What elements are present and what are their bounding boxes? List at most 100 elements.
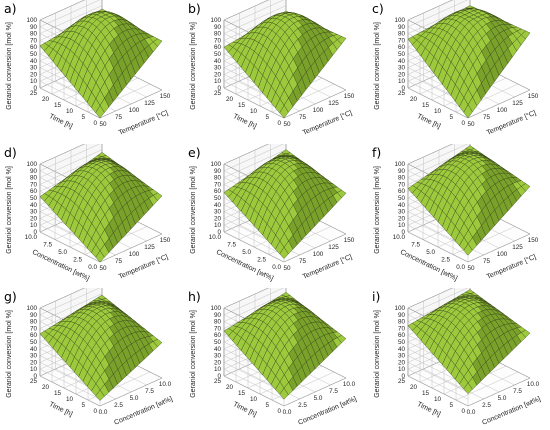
z-tick-label: 0 (217, 229, 221, 236)
y-tick-label: 20 (226, 384, 234, 391)
z-tick-label: 50 (30, 51, 38, 58)
z-tick-label: 80 (398, 175, 406, 182)
surface-cell (95, 250, 105, 263)
z-tick-label: 60 (214, 44, 222, 51)
x-tick-label: 7.5 (145, 388, 154, 395)
z-tick-label: 60 (30, 332, 38, 339)
z-tick-label: 80 (214, 175, 222, 182)
y-tick-label: 0 (461, 120, 465, 127)
z-tick-label: 0 (217, 85, 221, 92)
z-tick-label: 50 (30, 195, 38, 202)
x-tick-label: 0.0 (99, 409, 108, 416)
panel-label: a) (4, 1, 17, 16)
y-tick-label: 10.0 (393, 234, 406, 241)
z-tick-label: 40 (214, 58, 222, 65)
y-tick-label: 10 (434, 108, 442, 115)
ticks: 010203040506070809010050751001251500.02.… (209, 161, 355, 272)
y-tick-label: 0.0 (456, 264, 465, 271)
surface-plot-2: 0102030405060708090100507510012515005101… (188, 0, 355, 137)
z-tick-label: 100 (26, 161, 37, 168)
z-tick-label: 80 (398, 319, 406, 326)
y-tick-label: 2.5 (441, 257, 450, 264)
z-tick-label: 0 (33, 373, 37, 380)
y-tick-label: 15 (238, 102, 246, 109)
z-tick-label: 70 (30, 325, 38, 332)
x-tick-label: 0.0 (467, 409, 476, 416)
x-tick-label: 100 (313, 251, 324, 258)
z-tick-label: 40 (398, 202, 406, 209)
y-tick-label: 10 (250, 396, 258, 403)
z-tick-label: 60 (30, 44, 38, 51)
y-tick-label: 5.0 (58, 249, 67, 256)
x-tick-label: 125 (144, 244, 155, 251)
z-tick-label: 90 (30, 24, 38, 31)
z-tick-label: 30 (398, 209, 406, 216)
z-axis-title: Geraniol conversion [mol %] (6, 310, 13, 398)
y-tick-label: 2.5 (73, 257, 82, 264)
x-axis-title: Temperature [°C] (485, 253, 537, 281)
y-tick-label: 10 (66, 108, 74, 115)
x-axis-title: Temperature [°C] (117, 109, 169, 137)
y-tick-label: 25 (214, 90, 222, 97)
y-tick-label: 15 (238, 390, 246, 397)
ticks: 0102030405060708090100507510012515005101… (394, 17, 538, 128)
x-tick-label: 0.0 (283, 409, 292, 416)
ticks: 01020304050607080901000.02.55.07.510.005… (26, 305, 171, 416)
z-tick-label: 90 (30, 312, 38, 319)
z-tick-label: 40 (30, 202, 38, 209)
z-tick-label: 30 (214, 353, 222, 360)
surface-cell (95, 389, 105, 401)
z-tick-label: 10 (214, 222, 222, 229)
surface-mesh (407, 5, 531, 119)
z-tick-label: 40 (30, 346, 38, 353)
surface-mesh (407, 145, 531, 256)
y-tick-label: 10 (434, 396, 442, 403)
y-axis-title: Time [h] (416, 401, 442, 418)
surface-mesh (39, 152, 163, 263)
z-tick-label: 90 (214, 312, 222, 319)
x-tick-label: 150 (160, 237, 171, 244)
x-tick-label: 150 (528, 237, 539, 244)
y-tick-label: 20 (410, 384, 418, 391)
x-tick-label: 50 (467, 265, 475, 272)
z-tick-label: 40 (214, 346, 222, 353)
z-tick-label: 100 (26, 305, 37, 312)
z-tick-label: 30 (398, 353, 406, 360)
x-tick-label: 75 (115, 258, 123, 265)
y-tick-label: 5.0 (242, 249, 251, 256)
panel-label: b) (188, 1, 201, 16)
surface-cell (463, 243, 473, 256)
x-tick-label: 50 (467, 121, 475, 128)
z-tick-label: 90 (214, 168, 222, 175)
x-tick-label: 125 (144, 100, 155, 107)
y-tick-label: 5 (265, 114, 269, 121)
z-tick-label: 10 (30, 366, 38, 373)
surface-plot-3: 0102030405060708090100507510012515005101… (372, 0, 539, 137)
panel-label: e) (188, 145, 201, 160)
y-tick-label: 0 (93, 120, 97, 127)
y-tick-label: 5.0 (426, 249, 435, 256)
z-tick-label: 100 (210, 161, 221, 168)
z-tick-label: 0 (217, 373, 221, 380)
z-tick-label: 50 (214, 195, 222, 202)
z-tick-label: 90 (398, 168, 406, 175)
x-axis-title: Temperature [°C] (301, 109, 353, 137)
x-tick-label: 125 (328, 100, 339, 107)
y-tick-label: 20 (410, 96, 418, 103)
ticks: 0102030405060708090100507510012515005101… (26, 17, 170, 128)
y-tick-label: 10.0 (209, 234, 222, 241)
z-tick-label: 100 (210, 305, 221, 312)
surface-plot-5: 010203040506070809010050751001251500.02.… (188, 144, 355, 283)
x-tick-label: 100 (129, 251, 140, 258)
z-tick-label: 50 (30, 339, 38, 346)
z-tick-label: 40 (398, 346, 406, 353)
y-tick-label: 15 (422, 102, 430, 109)
z-tick-label: 10 (398, 222, 406, 229)
z-tick-label: 50 (214, 339, 222, 346)
panel-label: h) (188, 289, 201, 304)
z-tick-label: 10 (214, 366, 222, 373)
z-tick-label: 70 (214, 181, 222, 188)
z-tick-label: 40 (398, 58, 406, 65)
y-tick-label: 0 (277, 120, 281, 127)
z-tick-label: 20 (214, 71, 222, 78)
